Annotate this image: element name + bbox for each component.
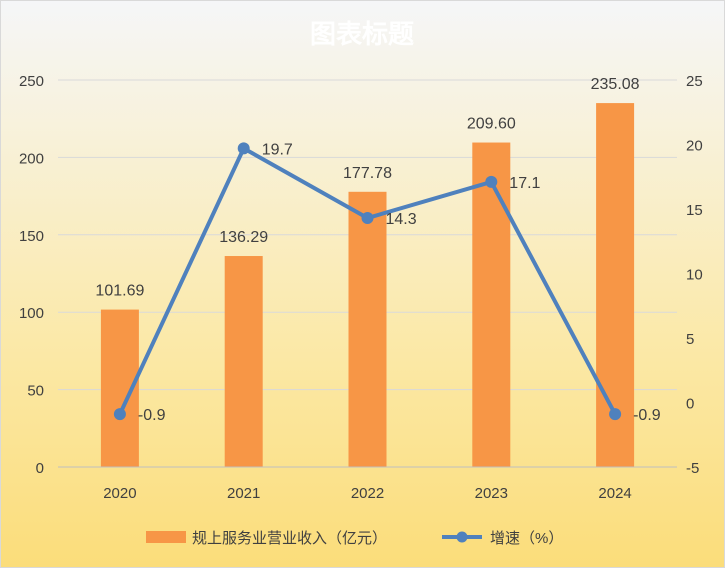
x-tick-label: 2021 — [227, 485, 260, 502]
growth-point-2023 — [485, 175, 498, 188]
right-tick-label: 15 — [686, 202, 703, 219]
bar-2021 — [224, 256, 263, 467]
growth-value-label: -0.9 — [633, 407, 661, 424]
right-tick-label: 20 — [686, 138, 703, 155]
x-tick-label: 2022 — [351, 485, 384, 502]
growth-point-2024 — [609, 408, 622, 421]
bar-value-label: 136.29 — [219, 229, 268, 246]
line-series: -0.9 19.7 14.3 17.1 -0.9 — [113, 141, 661, 424]
left-tick-label: 150 — [19, 228, 44, 245]
growth-value-label: -0.9 — [138, 407, 166, 424]
left-tick-label: 0 — [36, 460, 44, 477]
legend-bar-label: 规上服务业营业收入（亿元） — [192, 530, 387, 547]
growth-point-2020 — [113, 408, 126, 421]
legend-line-label: 增速（%） — [490, 530, 563, 547]
bar-2024 — [596, 103, 635, 467]
left-tick-label: 50 — [27, 383, 44, 400]
x-axis: 2020 2021 2022 2023 2024 — [58, 466, 677, 502]
growth-value-label: 19.7 — [262, 141, 293, 158]
right-tick-label: 25 — [686, 73, 703, 90]
left-tick-label: 200 — [19, 150, 44, 167]
chart-title: 图表标题 — [310, 19, 414, 49]
x-tick-label: 2023 — [475, 485, 508, 502]
left-axis: 0 50 100 150 200 250 — [19, 73, 44, 477]
legend-bar-swatch — [146, 531, 186, 543]
bar-series: 101.69 136.29 177.78 209.60 235.08 — [95, 76, 640, 468]
right-tick-label: -5 — [686, 460, 699, 477]
right-tick-label: 5 — [686, 331, 694, 348]
x-tick-label: 2024 — [598, 485, 631, 502]
left-tick-label: 250 — [19, 73, 44, 90]
growth-value-label: 14.3 — [386, 211, 417, 228]
legend: 规上服务业营业收入（亿元） 增速（%） — [146, 530, 563, 547]
right-tick-label: 0 — [686, 396, 694, 413]
growth-value-label: 17.1 — [509, 175, 540, 192]
bar-value-label: 177.78 — [343, 165, 392, 182]
left-tick-label: 100 — [19, 305, 44, 322]
growth-point-2021 — [237, 142, 250, 155]
bar-2023 — [472, 142, 511, 468]
legend-line-marker — [456, 531, 468, 543]
bar-value-label: 209.60 — [467, 116, 516, 133]
right-axis: -5 0 5 10 15 20 25 — [686, 73, 703, 477]
growth-point-2022 — [361, 212, 374, 225]
bar-2022 — [348, 191, 387, 467]
bar-value-label: 101.69 — [95, 283, 144, 300]
right-tick-label: 10 — [686, 267, 703, 284]
x-tick-label: 2020 — [103, 485, 136, 502]
bar-value-label: 235.08 — [591, 76, 640, 93]
